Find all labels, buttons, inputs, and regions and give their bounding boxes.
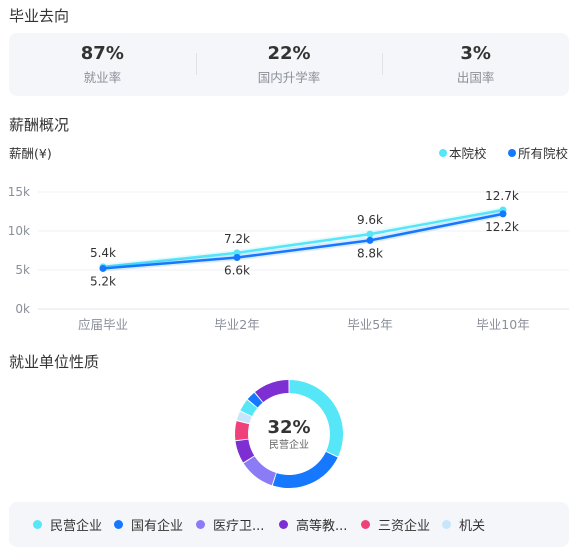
stat-label: 出国率 (456, 70, 495, 85)
donut-slice (243, 456, 276, 486)
x-tick-label: 应届毕业 (78, 317, 128, 332)
legend-dot (279, 520, 288, 529)
legend-dot (442, 520, 451, 529)
chart-legend-item-this-school[interactable]: 本院校 (439, 143, 487, 162)
employer-type-legend: 民营企业 国有企业 医疗卫... 高等教... 三资企业 机关 (9, 502, 569, 547)
stat-employment-rate: 87% 就业率 (9, 33, 196, 96)
legend-label: 本院校 (449, 146, 487, 161)
data-label: 7.2k (224, 232, 250, 246)
section-title-destination: 毕业去向 (9, 7, 70, 25)
stat-domestic-study-rate: 22% 国内升学率 (195, 33, 383, 96)
data-point (366, 236, 374, 244)
legend-dot (196, 520, 205, 529)
stat-value: 3% (460, 43, 491, 64)
legend-dot (114, 520, 123, 529)
data-point (99, 264, 107, 272)
y-tick-label: 5k (15, 263, 30, 277)
donut-slice (272, 451, 338, 488)
graduation-stats-panel: 87% 就业率 22% 国内升学率 3% 出国率 (9, 33, 569, 96)
donut-slice (236, 411, 252, 424)
stat-label: 就业率 (83, 70, 122, 85)
data-point (366, 230, 374, 238)
legend-dot (439, 148, 447, 157)
y-tick-label: 0k (15, 302, 30, 316)
stat-label: 国内升学率 (257, 70, 321, 85)
data-point (233, 254, 241, 262)
y-tick-label: 10k (8, 224, 30, 238)
legend-label: 所有院校 (518, 146, 569, 161)
legend-item-private-enterprise[interactable]: 民营企业 (33, 502, 102, 547)
legend-dot (33, 520, 42, 529)
legend-item-medical[interactable]: 医疗卫... (196, 502, 264, 547)
data-label: 12.2k (485, 220, 519, 234)
chart-legend-item-all-schools[interactable]: 所有院校 (508, 143, 568, 162)
data-label: 9.6k (357, 213, 383, 227)
legend-label: 医疗卫... (213, 519, 265, 534)
data-label: 6.6k (224, 264, 250, 278)
legend-label: 高等教... (296, 519, 348, 534)
series-line (102, 208, 504, 269)
data-label: 12.7k (485, 189, 519, 203)
employer-type-donut-chart (235, 380, 343, 488)
donut-slice (247, 392, 263, 408)
salary-line-chart: 0k 5k 10k 15k 应届毕业 毕业2年 毕业5年 毕业10年 5.4k 7.2k 9.6k 1… (8, 185, 569, 332)
data-point (499, 210, 507, 218)
legend-label: 国有企业 (131, 519, 184, 534)
stat-value: 87% (80, 43, 124, 64)
data-label: 8.8k (357, 246, 383, 260)
data-label: 5.4k (90, 246, 116, 260)
legend-label: 机关 (459, 519, 486, 534)
data-label: 5.2k (90, 274, 116, 288)
legend-item-higher-education[interactable]: 高等教... (279, 502, 347, 547)
donut-slice (240, 399, 258, 417)
legend-label: 民营企业 (50, 519, 103, 534)
section-title-salary: 薪酬概况 (9, 116, 70, 134)
legend-dot (508, 148, 516, 157)
legend-item-government[interactable]: 机关 (442, 502, 485, 547)
legend-label: 三资企业 (378, 519, 431, 534)
stat-abroad-rate: 3% 出国率 (382, 33, 569, 96)
donut-slice (289, 380, 343, 457)
y-tick-label: 15k (8, 185, 30, 199)
donut-slice (254, 380, 289, 403)
stat-value: 22% (267, 43, 311, 64)
y-axis-label: 薪酬(¥) (9, 146, 52, 161)
x-tick-label: 毕业5年 (347, 317, 392, 332)
legend-dot (361, 520, 370, 529)
donut-slice (235, 421, 250, 441)
donut-slice (235, 439, 255, 463)
series-line-glow (102, 206, 504, 270)
legend-item-state-enterprise[interactable]: 国有企业 (114, 502, 183, 547)
section-title-employer-type: 就业单位性质 (9, 353, 100, 371)
x-tick-label: 毕业10年 (476, 317, 529, 332)
x-tick-label: 毕业2年 (214, 317, 259, 332)
series-line (102, 212, 504, 270)
legend-item-foreign-enterprise[interactable]: 三资企业 (361, 502, 430, 547)
